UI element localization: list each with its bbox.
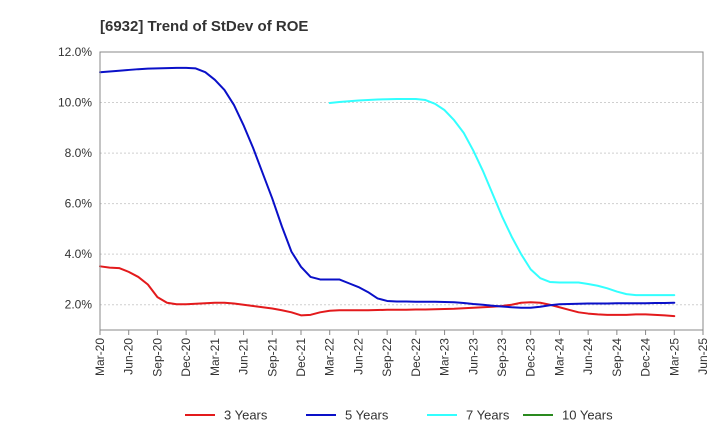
x-tick-label: Dec-21 <box>294 338 308 377</box>
series-line-5-years <box>99 66 676 309</box>
legend-label: 10 Years <box>562 408 613 423</box>
x-tick-label: Mar-20 <box>93 338 107 376</box>
series-lines <box>99 66 676 318</box>
legend-label: 5 Years <box>345 408 389 423</box>
x-tick-label: Sep-24 <box>610 338 624 377</box>
legend: 3 Years 5 Years 7 Years 10 Years <box>185 408 613 423</box>
grid <box>100 51 703 306</box>
x-tick-label: Jun-22 <box>351 338 365 375</box>
x-tick-label: Sep-21 <box>265 338 279 377</box>
y-tick-label: 12.0% <box>58 45 92 59</box>
x-tick-label: Mar-23 <box>438 338 452 376</box>
x-tick-label: Jun-23 <box>466 338 480 375</box>
y-tick-label: 8.0% <box>65 146 93 160</box>
x-tick-label: Jun-24 <box>581 338 595 375</box>
x-tick-label: Dec-23 <box>524 338 538 377</box>
x-tick-label: Jun-25 <box>696 338 710 375</box>
y-tick-label: 4.0% <box>65 247 93 261</box>
x-tick-label: Sep-22 <box>380 338 394 377</box>
legend-label: 7 Years <box>466 408 510 423</box>
plot-frame <box>99 51 704 331</box>
x-tick-label: Mar-24 <box>552 338 566 376</box>
series-line-7-years <box>328 98 676 297</box>
x-tick-label: Dec-22 <box>409 338 423 377</box>
y-tick-label: 10.0% <box>58 96 92 110</box>
x-tick-label: Sep-23 <box>495 338 509 377</box>
series-line-3-years <box>99 265 676 318</box>
x-tick-label: Jun-20 <box>122 338 136 375</box>
y-tick-label: 2.0% <box>65 298 93 312</box>
x-tick-label: Mar-25 <box>667 338 681 376</box>
y-axis: 12.0% 10.0% 8.0% 6.0% 4.0% 2.0% <box>58 45 92 312</box>
chart-title: [6932] Trend of StDev of ROE <box>100 18 308 35</box>
x-tick-label: Dec-20 <box>179 338 193 377</box>
x-tick-label: Mar-22 <box>323 338 337 376</box>
legend-label: 3 Years <box>224 408 268 423</box>
x-tick-label: Jun-21 <box>237 338 251 375</box>
y-tick-label: 6.0% <box>65 197 93 211</box>
x-tick-label: Sep-20 <box>150 338 164 377</box>
x-axis: Mar-20 Jun-20 Sep-20 Dec-20 Mar-21 Jun-21 Sep-… <box>93 330 710 377</box>
x-tick-label: Mar-21 <box>208 338 222 376</box>
x-tick-label: Dec-24 <box>639 338 653 377</box>
